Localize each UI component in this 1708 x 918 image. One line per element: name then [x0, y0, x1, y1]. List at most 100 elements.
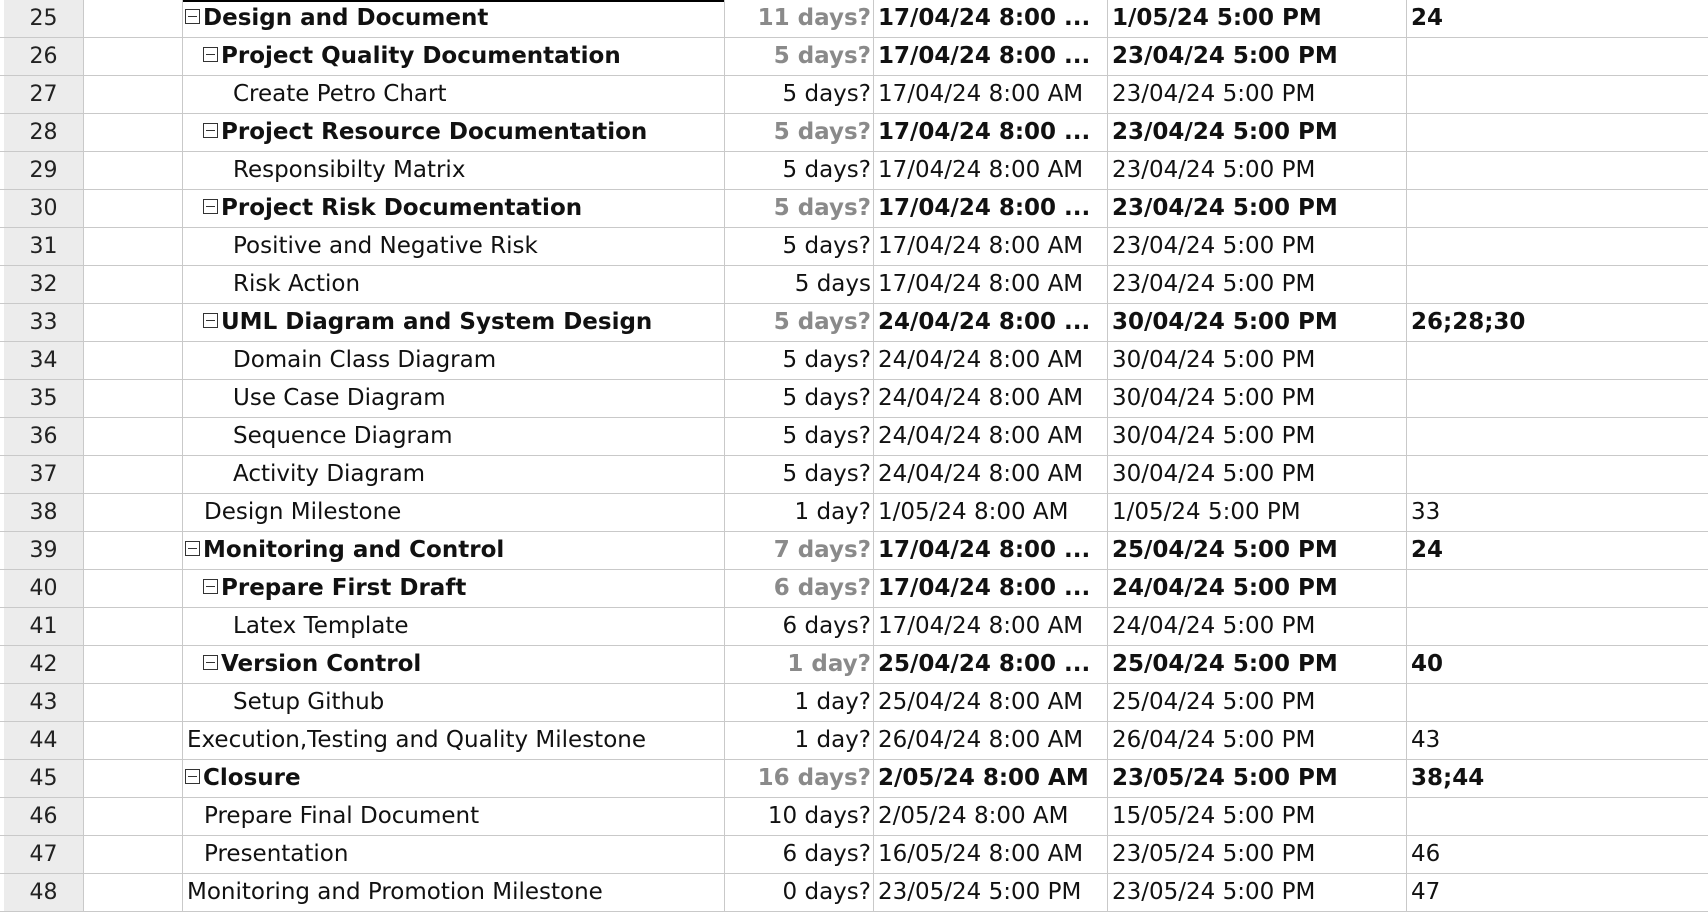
predecessors-cell[interactable]: [1407, 190, 1708, 227]
finish-cell[interactable]: 23/04/24 5:00 PM: [1108, 228, 1407, 265]
task-name-cell[interactable]: UML Diagram and System Design: [183, 304, 725, 341]
indicators-cell[interactable]: [84, 38, 183, 75]
start-cell[interactable]: 17/04/24 8:00 ...: [874, 190, 1108, 227]
task-name-cell[interactable]: Closure: [183, 760, 725, 797]
task-name-cell[interactable]: Sequence Diagram: [183, 418, 725, 455]
duration-cell[interactable]: 5 days?: [725, 152, 874, 189]
indicators-cell[interactable]: [84, 380, 183, 417]
table-row[interactable]: 37 Activity Diagram 5 days? 24/04/24 8:00 A…: [0, 456, 1708, 494]
table-row[interactable]: 32 Risk Action 5 days 17/04/24 8:00 AM 23/04…: [0, 266, 1708, 304]
task-name-cell[interactable]: Design Milestone: [183, 494, 725, 531]
row-number[interactable]: 45: [4, 760, 84, 797]
indicators-cell[interactable]: [84, 646, 183, 683]
finish-cell[interactable]: 30/04/24 5:00 PM: [1108, 342, 1407, 379]
duration-cell[interactable]: 5 days?: [725, 304, 874, 341]
start-cell[interactable]: 17/04/24 8:00 AM: [874, 76, 1108, 113]
start-cell[interactable]: 2/05/24 8:00 AM: [874, 798, 1108, 835]
task-name-cell[interactable]: Positive and Negative Risk: [183, 228, 725, 265]
table-row[interactable]: 26 Project Quality Documentation 5 days? 17…: [0, 38, 1708, 76]
task-name-cell[interactable]: Latex Template: [183, 608, 725, 645]
task-name-cell[interactable]: Monitoring and Control: [183, 532, 725, 569]
duration-cell[interactable]: 10 days?: [725, 798, 874, 835]
finish-cell[interactable]: 30/04/24 5:00 PM: [1108, 380, 1407, 417]
predecessors-cell[interactable]: 26;28;30: [1411, 309, 1526, 335]
row-number[interactable]: 39: [4, 532, 84, 569]
table-row[interactable]: 46 Prepare Final Document 10 days? 2/05/24 …: [0, 798, 1708, 836]
row-number[interactable]: 41: [4, 608, 84, 645]
task-name-cell[interactable]: Activity Diagram: [183, 456, 725, 493]
row-number[interactable]: 44: [4, 722, 84, 759]
collapse-toggle-icon[interactable]: [203, 579, 218, 594]
finish-cell[interactable]: 23/04/24 5:00 PM: [1108, 76, 1407, 113]
indicators-cell[interactable]: [84, 152, 183, 189]
task-name-cell[interactable]: Project Risk Documentation: [183, 190, 725, 227]
task-name-cell[interactable]: Use Case Diagram: [183, 380, 725, 417]
finish-cell[interactable]: 1/05/24 5:00 PM: [1108, 494, 1407, 531]
indicators-cell[interactable]: [84, 0, 183, 37]
table-row[interactable]: 27 Create Petro Chart 5 days? 17/04/24 8:00…: [0, 76, 1708, 114]
predecessors-cell[interactable]: [1407, 380, 1708, 417]
table-row[interactable]: 25 Design and Document 11 days? 17/04/24 8:…: [0, 0, 1708, 38]
finish-cell[interactable]: 1/05/24 5:00 PM: [1108, 0, 1407, 37]
finish-cell[interactable]: 24/04/24 5:00 PM: [1108, 570, 1407, 607]
start-cell[interactable]: 24/04/24 8:00 AM: [874, 456, 1108, 493]
predecessors-cell[interactable]: 40: [1411, 651, 1444, 677]
table-row[interactable]: 31 Positive and Negative Risk 5 days? 17/04…: [0, 228, 1708, 266]
indicators-cell[interactable]: [84, 418, 183, 455]
finish-cell[interactable]: 15/05/24 5:00 PM: [1108, 798, 1407, 835]
start-cell[interactable]: 24/04/24 8:00 AM: [874, 380, 1108, 417]
duration-cell[interactable]: 5 days?: [725, 228, 874, 265]
row-number[interactable]: 33: [4, 304, 84, 341]
duration-cell[interactable]: 1 day?: [725, 722, 874, 759]
collapse-toggle-icon[interactable]: [185, 9, 200, 24]
finish-cell[interactable]: 25/04/24 5:00 PM: [1108, 684, 1407, 721]
start-cell[interactable]: 24/04/24 8:00 AM: [874, 342, 1108, 379]
duration-cell[interactable]: 1 day?: [725, 494, 874, 531]
table-row[interactable]: 44 Execution,Testing and Quality Mileston…: [0, 722, 1708, 760]
start-cell[interactable]: 17/04/24 8:00 ...: [874, 0, 1108, 37]
predecessors-cell[interactable]: [1407, 152, 1708, 189]
start-cell[interactable]: 17/04/24 8:00 AM: [874, 152, 1108, 189]
task-name-cell[interactable]: Prepare First Draft: [183, 570, 725, 607]
duration-cell[interactable]: 5 days?: [725, 342, 874, 379]
indicators-cell[interactable]: [84, 494, 183, 531]
task-name-cell[interactable]: Responsibilty Matrix: [183, 152, 725, 189]
predecessors-cell[interactable]: 43: [1411, 727, 1441, 753]
start-cell[interactable]: 17/04/24 8:00 ...: [874, 532, 1108, 569]
indicators-cell[interactable]: [84, 874, 183, 911]
task-name-cell[interactable]: Execution,Testing and Quality Milestone: [183, 722, 725, 759]
row-number[interactable]: 28: [4, 114, 84, 151]
start-cell[interactable]: 17/04/24 8:00 AM: [874, 228, 1108, 265]
collapse-toggle-icon[interactable]: [203, 655, 218, 670]
duration-cell[interactable]: 5 days?: [725, 380, 874, 417]
duration-cell[interactable]: 7 days?: [725, 532, 874, 569]
task-name-cell[interactable]: Project Resource Documentation: [183, 114, 725, 151]
row-number[interactable]: 27: [4, 76, 84, 113]
predecessors-cell[interactable]: [1407, 418, 1708, 455]
task-name-cell[interactable]: Presentation: [183, 836, 725, 873]
duration-cell[interactable]: 11 days?: [725, 0, 874, 37]
indicators-cell[interactable]: [84, 114, 183, 151]
row-number[interactable]: 48: [4, 874, 84, 911]
indicators-cell[interactable]: [84, 532, 183, 569]
indicators-cell[interactable]: [84, 608, 183, 645]
start-cell[interactable]: 24/04/24 8:00 ...: [874, 304, 1108, 341]
row-number[interactable]: 26: [4, 38, 84, 75]
indicators-cell[interactable]: [84, 722, 183, 759]
table-row[interactable]: 40 Prepare First Draft 6 days? 17/04/24 8:0…: [0, 570, 1708, 608]
predecessors-cell[interactable]: [1407, 798, 1708, 835]
predecessors-cell[interactable]: 24: [1411, 5, 1444, 31]
finish-cell[interactable]: 30/04/24 5:00 PM: [1108, 418, 1407, 455]
indicators-cell[interactable]: [84, 456, 183, 493]
table-row[interactable]: 47 Presentation 6 days? 16/05/24 8:00 AM 23/…: [0, 836, 1708, 874]
table-row[interactable]: 39 Monitoring and Control 7 days? 17/04/24 …: [0, 532, 1708, 570]
start-cell[interactable]: 17/04/24 8:00 ...: [874, 114, 1108, 151]
finish-cell[interactable]: 23/04/24 5:00 PM: [1108, 152, 1407, 189]
row-number[interactable]: 29: [4, 152, 84, 189]
collapse-toggle-icon[interactable]: [203, 47, 218, 62]
task-name-cell[interactable]: Version Control: [183, 646, 725, 683]
duration-cell[interactable]: 1 day?: [725, 684, 874, 721]
row-number[interactable]: 37: [4, 456, 84, 493]
finish-cell[interactable]: 30/04/24 5:00 PM: [1108, 456, 1407, 493]
task-name-cell[interactable]: Domain Class Diagram: [183, 342, 725, 379]
